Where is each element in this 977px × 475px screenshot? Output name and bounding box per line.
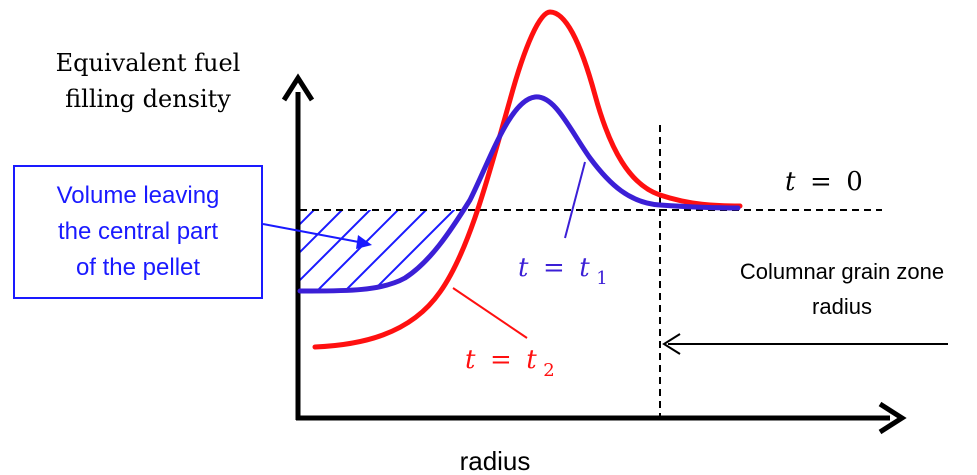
x-axis-arrowhead <box>878 401 907 435</box>
x-axis-label: radius <box>460 446 531 475</box>
label-t2: t = t 2 <box>465 345 555 381</box>
columnar-zone-label-line-2: radius <box>812 294 872 319</box>
callout-line-2: the central part <box>57 218 219 245</box>
callout-line-1: Volume leaving <box>56 182 220 209</box>
label-t1: t = t 1 <box>518 253 608 289</box>
y-axis-arrowhead <box>281 73 315 102</box>
t1-leader-line <box>564 161 586 239</box>
columnar-zone-label-line-1: Columnar grain zone <box>740 259 944 284</box>
curve-t1 <box>297 94 741 294</box>
y-axis-label-line-1: Equivalent fuel <box>56 49 241 77</box>
label-t0: t = 0 <box>785 167 863 197</box>
columnar-arrowhead <box>662 333 681 355</box>
t2-leader-line <box>452 287 528 339</box>
y-axis-label-line-2: filling density <box>65 85 231 113</box>
callout-line-3: of the pellet <box>75 254 201 281</box>
curve-t2 <box>312 9 743 350</box>
callout-arrow <box>262 223 365 244</box>
callout-box: Volume leaving the central part of the p… <box>13 165 263 299</box>
callout-arrowhead <box>356 235 372 249</box>
